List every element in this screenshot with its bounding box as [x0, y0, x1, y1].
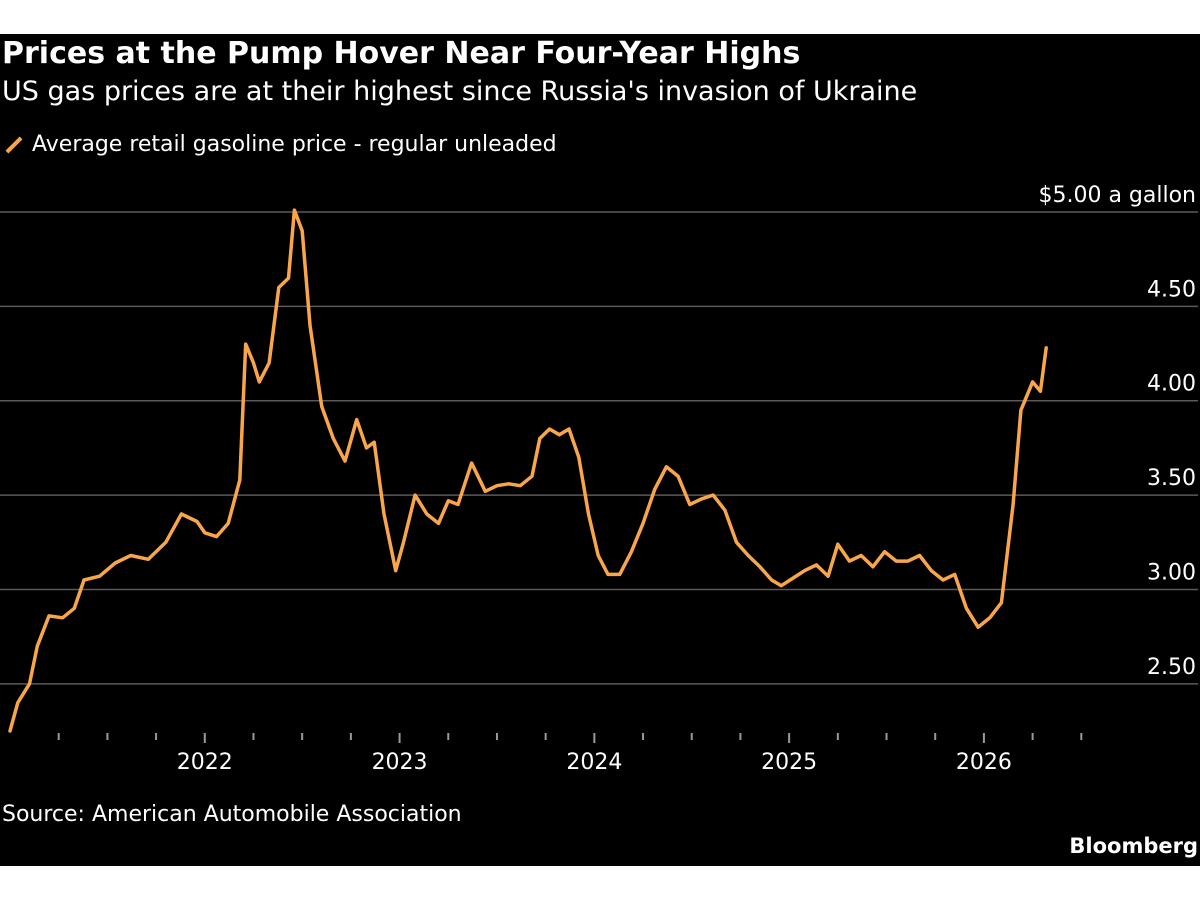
- chart-panel: Prices at the Pump Hover Near Four-Year …: [0, 34, 1200, 866]
- y-tick-label: 4.00: [1147, 372, 1196, 397]
- series-line-gas-price: [8, 208, 1048, 733]
- y-tick-label: 2.50: [1147, 655, 1196, 680]
- chart-plot: $5.00 a gallon 4.50 4.00 3.50 3.00 2.50 2022 20…: [0, 183, 1198, 775]
- chart-title: Prices at the Pump Hover Near Four-Year …: [2, 36, 801, 71]
- legend-label: Average retail gasoline price - regular …: [32, 132, 557, 157]
- x-tick-label: 2025: [761, 750, 817, 775]
- chart-subtitle: US gas prices are at their highest since…: [2, 76, 918, 107]
- bloomberg-logo: Bloomberg: [1069, 834, 1198, 858]
- x-tick-label: 2024: [566, 750, 622, 775]
- x-tick-label: 2026: [956, 750, 1012, 775]
- source-note: Source: American Automobile Association: [2, 802, 462, 827]
- x-tick-label: 2022: [177, 750, 233, 775]
- y-tick-label: $5.00 a gallon: [1038, 183, 1196, 208]
- y-tick-label: 4.50: [1147, 277, 1196, 302]
- y-tick-label: 3.50: [1147, 466, 1196, 491]
- y-tick-label: 3.00: [1147, 560, 1196, 585]
- x-tick-label: 2023: [372, 750, 428, 775]
- legend: Average retail gasoline price - regular …: [2, 132, 557, 157]
